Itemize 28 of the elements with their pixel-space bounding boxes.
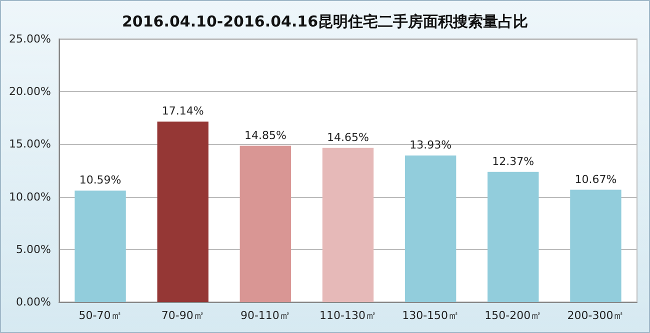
data-label: 10.67%: [574, 172, 617, 186]
x-tick-label: 200-300㎡: [567, 309, 624, 322]
bar: [240, 146, 292, 302]
data-label: 12.37%: [492, 154, 534, 168]
data-label: 14.85%: [244, 128, 286, 142]
data-label: 14.65%: [327, 130, 369, 144]
y-tick-label: 15.00%: [9, 138, 51, 151]
bar: [404, 155, 456, 302]
data-label: 13.93%: [410, 138, 452, 152]
y-tick-label: 0.00%: [16, 296, 51, 308]
x-tick-label: 130-150㎡: [402, 309, 460, 322]
y-tick-label: 25.00%: [9, 32, 51, 46]
x-tick-label: 110-130㎡: [320, 309, 376, 322]
bar: [488, 172, 539, 302]
x-tick-label: 70-90㎡: [161, 309, 204, 322]
bar: [570, 190, 622, 302]
x-tick-label: 50-70㎡: [78, 309, 122, 322]
bar: [74, 190, 126, 302]
x-tick-label: 90-110㎡: [240, 309, 290, 322]
chart-title: 2016.04.10-2016.04.16昆明住宅二手房面积搜索量占比: [122, 12, 528, 30]
y-tick-label: 20.00%: [9, 85, 51, 98]
bar: [322, 148, 374, 302]
y-tick-label: 10.00%: [9, 190, 51, 204]
data-label: 17.14%: [162, 104, 204, 118]
x-tick-label: 150-200㎡: [484, 309, 542, 322]
data-label: 10.59%: [79, 174, 122, 187]
bar: [157, 122, 208, 302]
y-tick-label: 5.00%: [16, 242, 51, 256]
